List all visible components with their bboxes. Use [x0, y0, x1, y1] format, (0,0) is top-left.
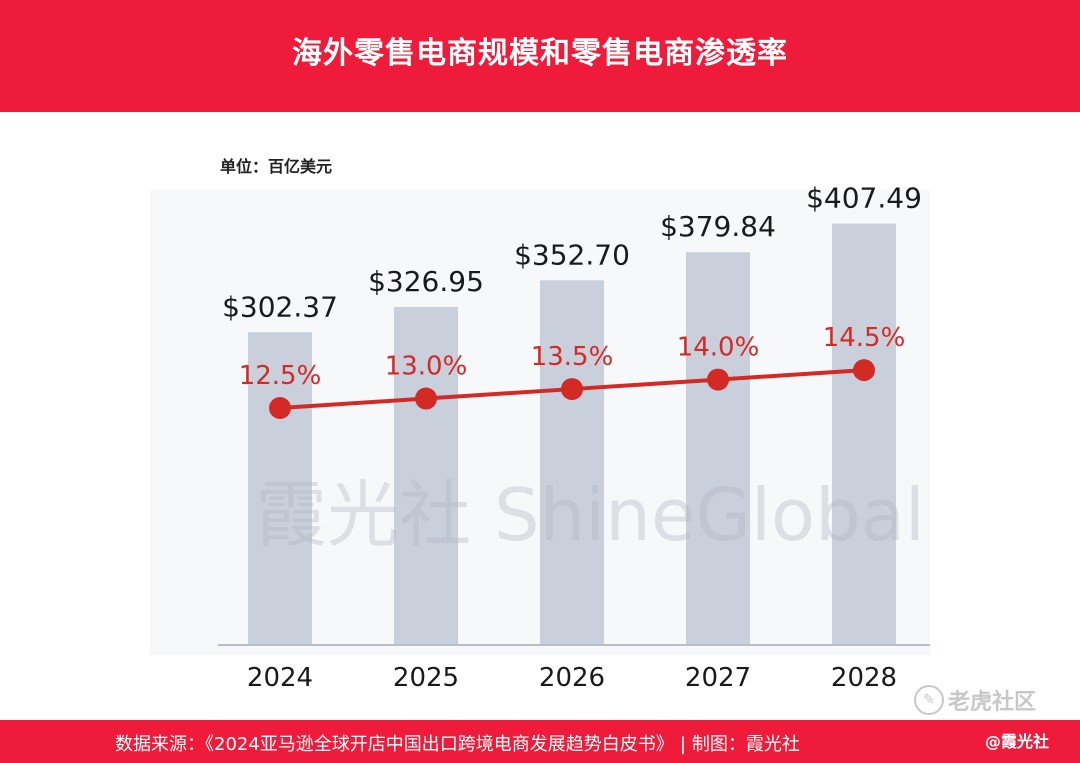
paw-icon: ✎ [914, 685, 944, 715]
community-label: 老虎社区 [948, 690, 1037, 715]
x-tick-2025: 2025 [393, 663, 459, 693]
bar-2027 [686, 252, 750, 645]
penetration-label-2028: 14.5% [823, 323, 906, 353]
x-tick-2024: 2024 [247, 663, 313, 693]
chart: 2024 2025 2026 2027 2028 霞光社 ShineGlobal $30… [218, 181, 930, 693]
bar-label-2024: $302.37 [222, 290, 338, 323]
unit-label: 单位：百亿美元 [220, 157, 333, 176]
bar-2025 [394, 306, 458, 645]
bar-label-2028: $407.49 [806, 182, 922, 215]
handle-watermark: @霞光社 [985, 732, 1050, 751]
x-tick-2027: 2027 [685, 663, 751, 693]
footer-banner: 数据来源：《2024亚马逊全球开店中国出口跨境电商发展趋势白皮书》 | 制图：霞光社 [0, 720, 1080, 763]
penetration-label-2027: 14.0% [677, 333, 760, 363]
penetration-point-2027 [707, 368, 729, 391]
line-value-labels: 12.5% 13.0% 13.5% 14.0% 14.5% [239, 323, 906, 391]
credit-note: 制图：霞光社 [691, 734, 800, 755]
penetration-label-2024: 12.5% [239, 361, 322, 391]
page-title: 海外零售电商规模和零售电商渗透率 [292, 36, 788, 71]
penetration-point-2026 [561, 378, 583, 401]
source-note: 数据来源：《2024亚马逊全球开店中国出口跨境电商发展趋势白皮书》 [115, 734, 674, 755]
penetration-label-2026: 13.5% [531, 342, 614, 372]
watermark: 霞光社 ShineGlobal [255, 473, 925, 557]
penetration-point-2028 [853, 359, 875, 382]
bars-layer [248, 223, 896, 646]
penetration-point-2024 [269, 397, 291, 420]
bar-2024 [248, 332, 312, 645]
bar-label-2025: $326.95 [368, 265, 484, 298]
x-tick-2028: 2028 [831, 663, 897, 693]
bar-2028 [832, 223, 896, 646]
bar-2026 [540, 280, 604, 645]
x-tick-2026: 2026 [539, 663, 605, 693]
footer-separator: | [679, 734, 686, 755]
bar-value-labels: $302.37 $326.95 $352.70 $379.84 $407.49 [222, 182, 922, 324]
header-banner: 海外零售电商规模和零售电商渗透率 [0, 0, 1080, 112]
bar-label-2027: $379.84 [660, 210, 776, 243]
penetration-line-layer [269, 359, 875, 420]
x-tick-labels: 2024 2025 2026 2027 2028 [247, 663, 897, 693]
bar-label-2026: $352.70 [514, 238, 630, 271]
penetration-label-2025: 13.0% [385, 352, 468, 382]
community-watermark: ✎ 老虎社区 [914, 684, 1036, 716]
penetration-point-2025 [415, 387, 437, 410]
footer-text: 数据来源：《2024亚马逊全球开店中国出口跨境电商发展趋势白皮书》 | 制图：霞光社 [115, 730, 800, 756]
